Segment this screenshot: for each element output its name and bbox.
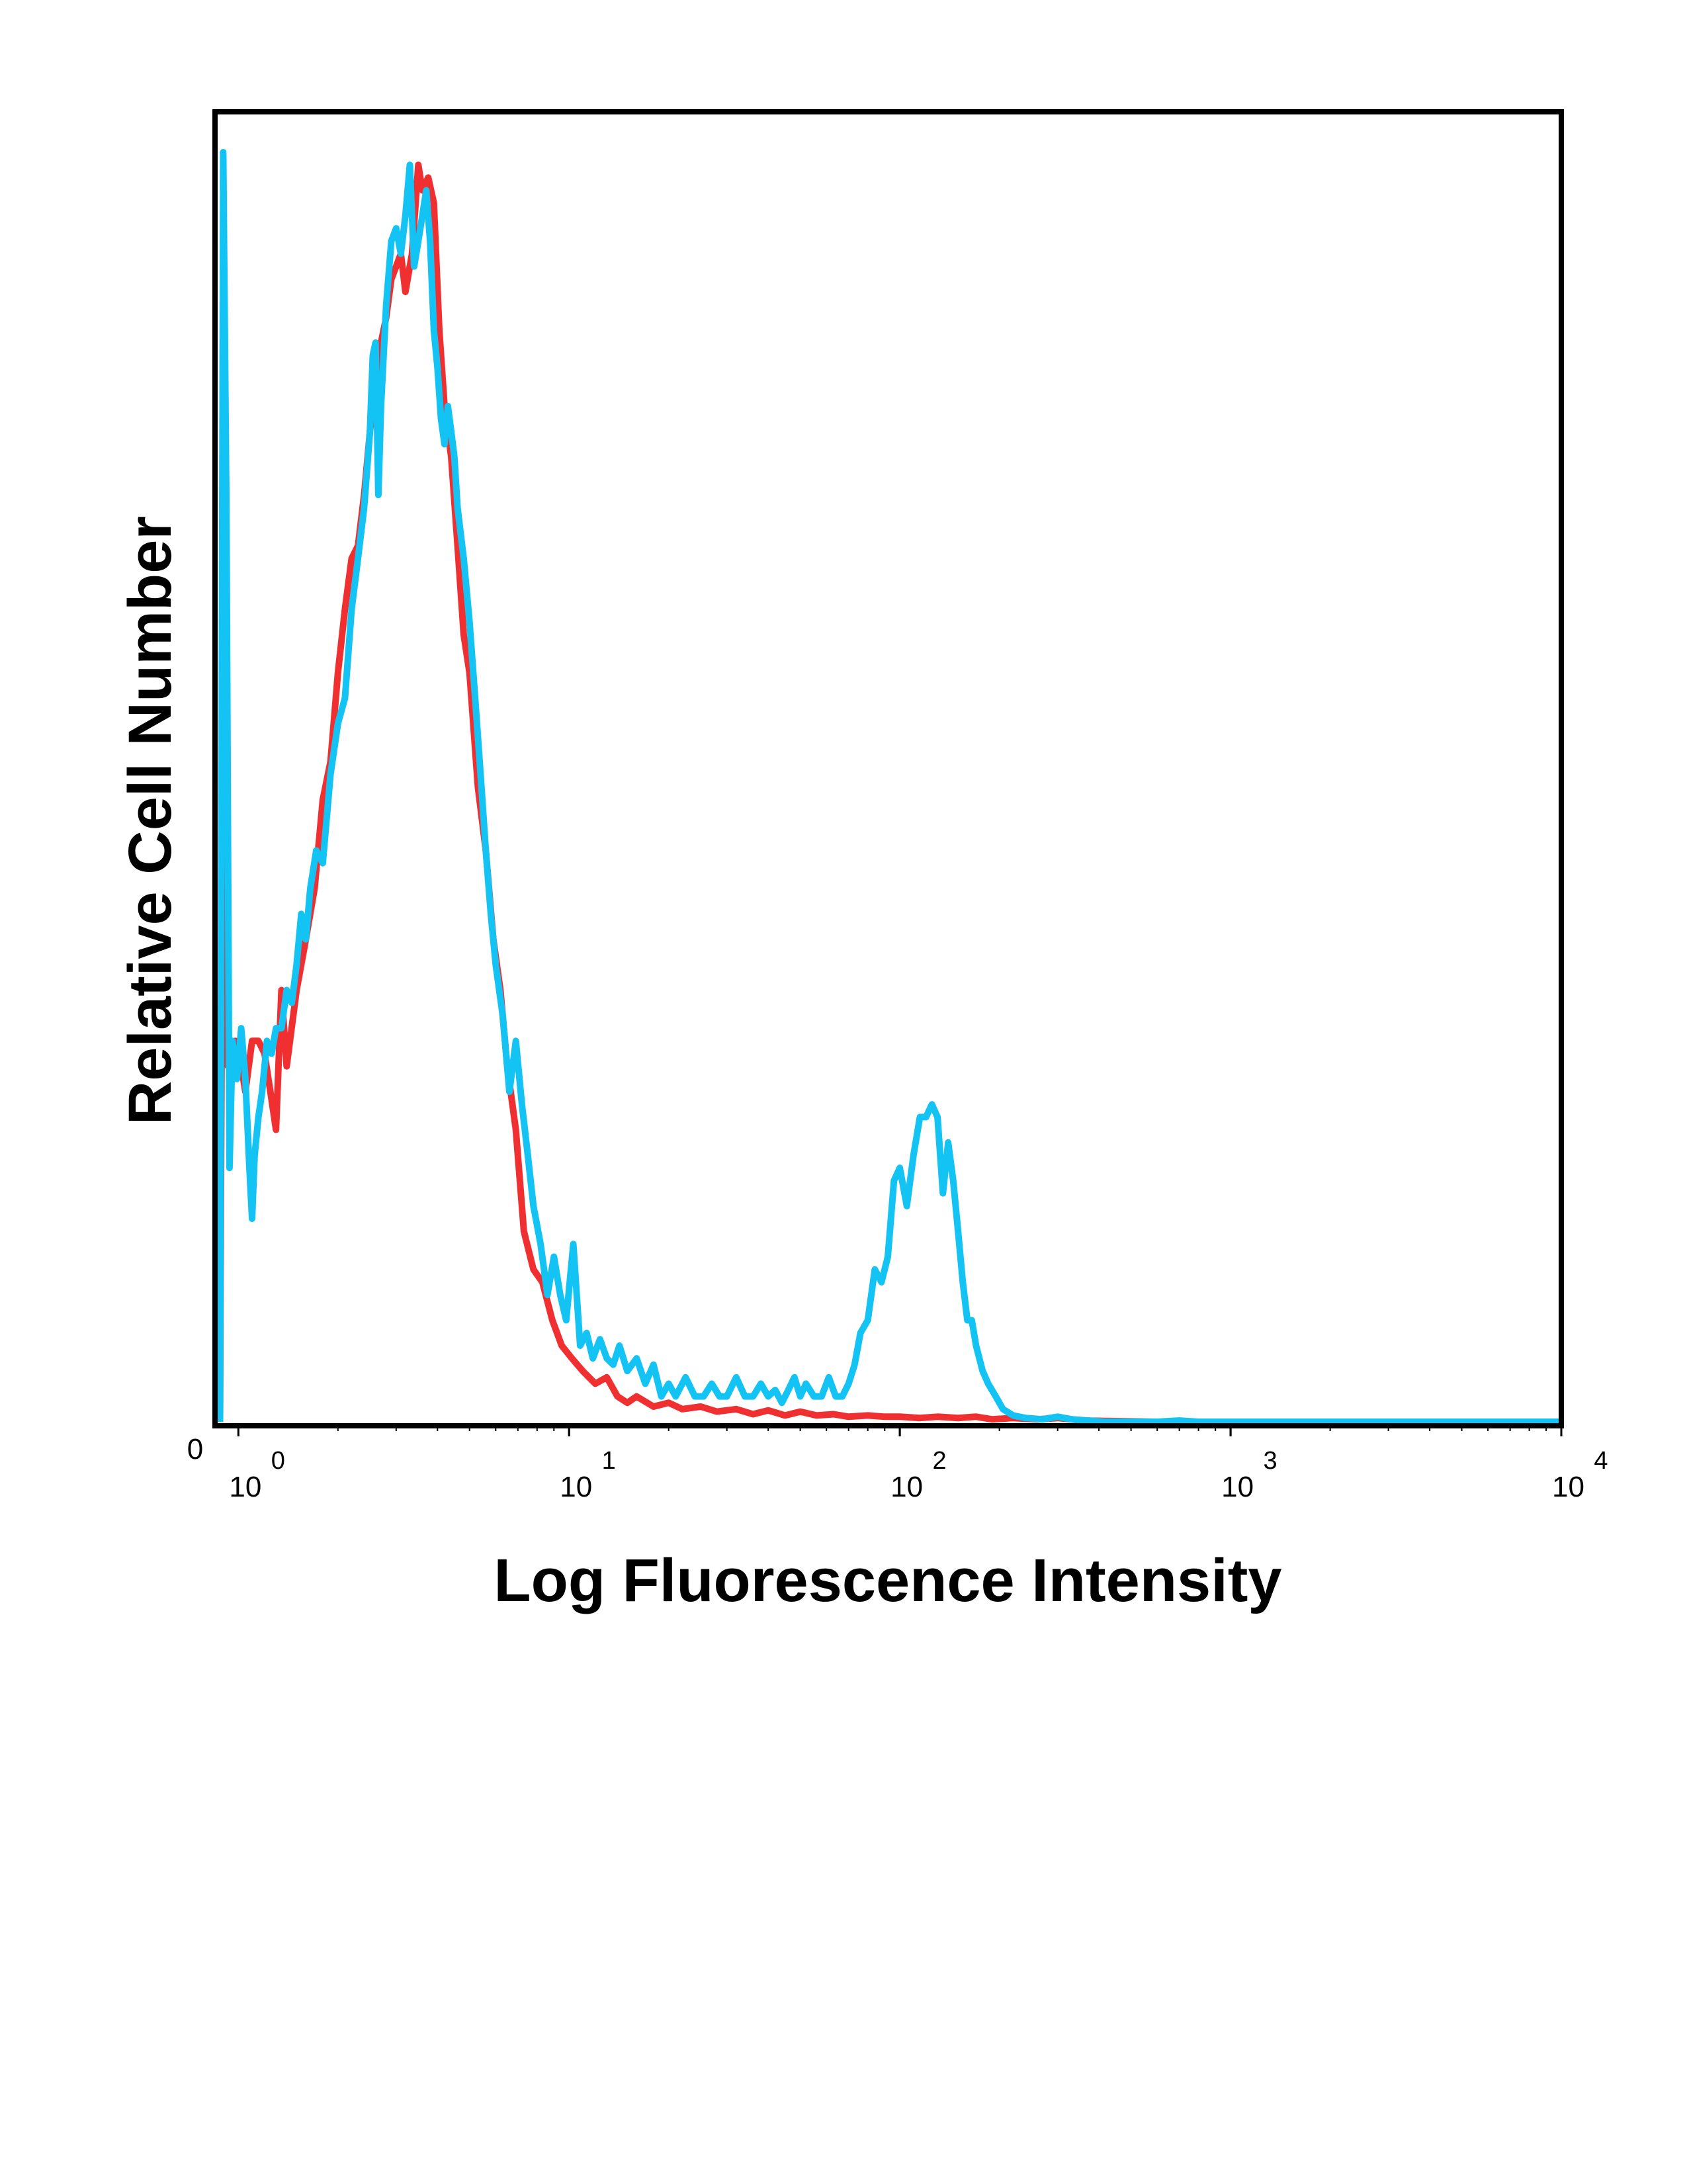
x-axis-ticks: 10 0 10 1 10 2 10 3 10 4 — [229, 1426, 1608, 1503]
series-line-2 — [216, 149, 1561, 1425]
y-axis-title: Relative Cell Number — [116, 516, 184, 1125]
x-tick-label-0-base: 10 — [229, 1471, 261, 1503]
x-tick-label-1-base: 10 — [560, 1471, 592, 1503]
x-tick-label-2-exponent: 2 — [933, 1447, 947, 1475]
plot-frame — [212, 109, 1564, 1428]
series-layer — [216, 149, 1561, 1425]
x-axis-title: Log Fluorescence Intensity — [494, 1547, 1281, 1614]
x-tick-label-0-exponent: 0 — [271, 1447, 285, 1475]
x-tick-label-2-base: 10 — [890, 1471, 923, 1503]
x-tick-label-3-exponent: 3 — [1264, 1447, 1277, 1475]
x-tick-label-4-exponent: 4 — [1594, 1447, 1608, 1475]
y-zero-label: 0 — [187, 1433, 203, 1465]
x-tick-label-3-base: 10 — [1221, 1471, 1254, 1503]
x-tick-label-1-exponent: 1 — [602, 1447, 616, 1475]
x-tick-label-4-base: 10 — [1552, 1471, 1584, 1503]
